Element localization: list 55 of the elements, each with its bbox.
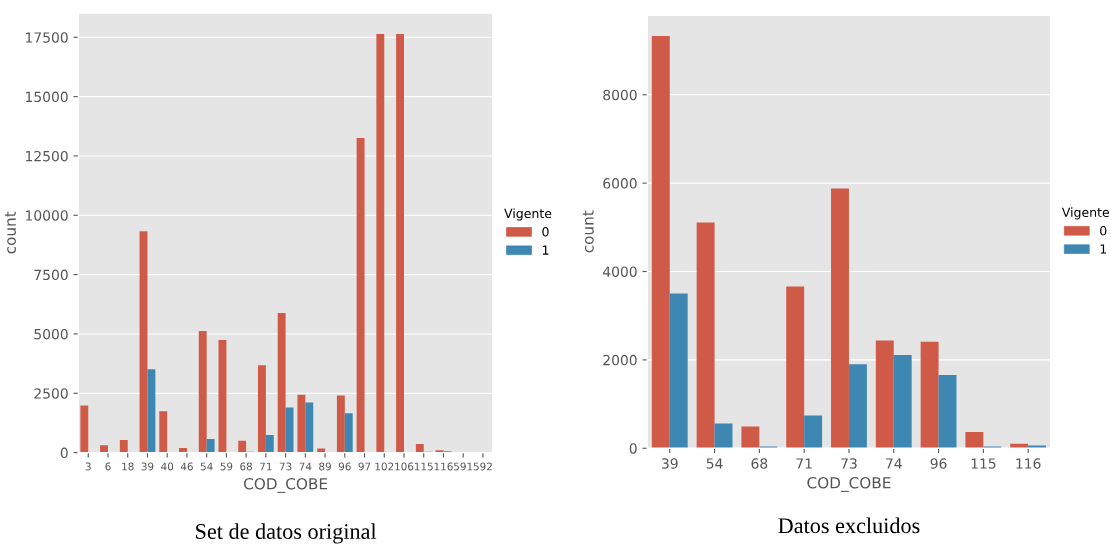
x-tick-label: 73 [279, 462, 292, 471]
text: Set de datos original [196, 523, 377, 544]
x-tick-label: 97 [358, 462, 371, 471]
x-tick-label: 6 [105, 462, 111, 471]
y-tick-label: 17500 [26, 32, 68, 43]
legend-title: Vigente [1061, 207, 1110, 220]
x-tick-label: 592 [473, 462, 492, 471]
x-tick-label: 39 [661, 458, 678, 469]
x-tick-label: 116 [1016, 458, 1041, 469]
x-tick-label: 102 [375, 462, 394, 471]
x-tick-label: 68 [240, 462, 253, 471]
x-tick-label: 116 [434, 462, 453, 471]
legend-label: 0 [1100, 225, 1107, 236]
x-tick-label: 74 [886, 458, 902, 469]
x-tick-label: 39 [141, 462, 154, 471]
y-tick-label: 6000 [603, 178, 637, 189]
text: Datos excluidos [778, 517, 920, 534]
y-axis-title: count [5, 211, 16, 254]
y-tick-label: 5000 [34, 328, 68, 340]
x-tick-label: 96 [338, 462, 351, 471]
x-axis-title: COD_COBE [807, 476, 891, 492]
y-tick-label: 10000 [26, 210, 68, 221]
x-tick-label: 3 [85, 462, 91, 471]
legend-title: Vigente [504, 208, 552, 221]
x-tick-label: 59 [220, 462, 233, 471]
x-tick-label: 54 [200, 462, 213, 471]
y-tick-label: 15000 [26, 91, 68, 103]
y-tick-label: 2000 [603, 354, 637, 366]
y-tick-label: 8000 [603, 89, 637, 101]
x-tick-label: 73 [841, 458, 857, 469]
x-tick-label: 115 [414, 462, 433, 471]
x-axis-title: COD_COBE [243, 477, 328, 493]
x-tick-label: 89 [319, 462, 331, 471]
y-axis-title: count [582, 210, 594, 253]
x-tick-label: 96 [930, 458, 947, 469]
x-tick-label: 71 [260, 462, 272, 471]
x-tick-label: 40 [161, 462, 174, 471]
y-tick-label: 4000 [602, 266, 637, 277]
y-tick-label: 7500 [34, 269, 68, 281]
x-tick-label: 591 [454, 462, 473, 471]
x-tick-label: 71 [796, 458, 812, 469]
legend-label: 0 [542, 227, 549, 237]
x-tick-label: 68 [751, 458, 768, 469]
y-tick-label: 0 [60, 447, 68, 459]
x-tick-label: 115 [971, 458, 996, 469]
legend-label: 1 [1100, 244, 1107, 254]
x-tick-label: 46 [180, 462, 193, 471]
x-tick-label: 106 [395, 462, 414, 471]
y-tick-label: 2500 [34, 388, 68, 399]
y-tick-label: 12500 [26, 150, 68, 162]
legend-label: 1 [542, 245, 549, 255]
y-tick-label: 0 [629, 443, 637, 454]
x-tick-label: 18 [122, 462, 134, 471]
x-tick-label: 54 [706, 458, 723, 469]
x-tick-label: 74 [299, 462, 312, 471]
